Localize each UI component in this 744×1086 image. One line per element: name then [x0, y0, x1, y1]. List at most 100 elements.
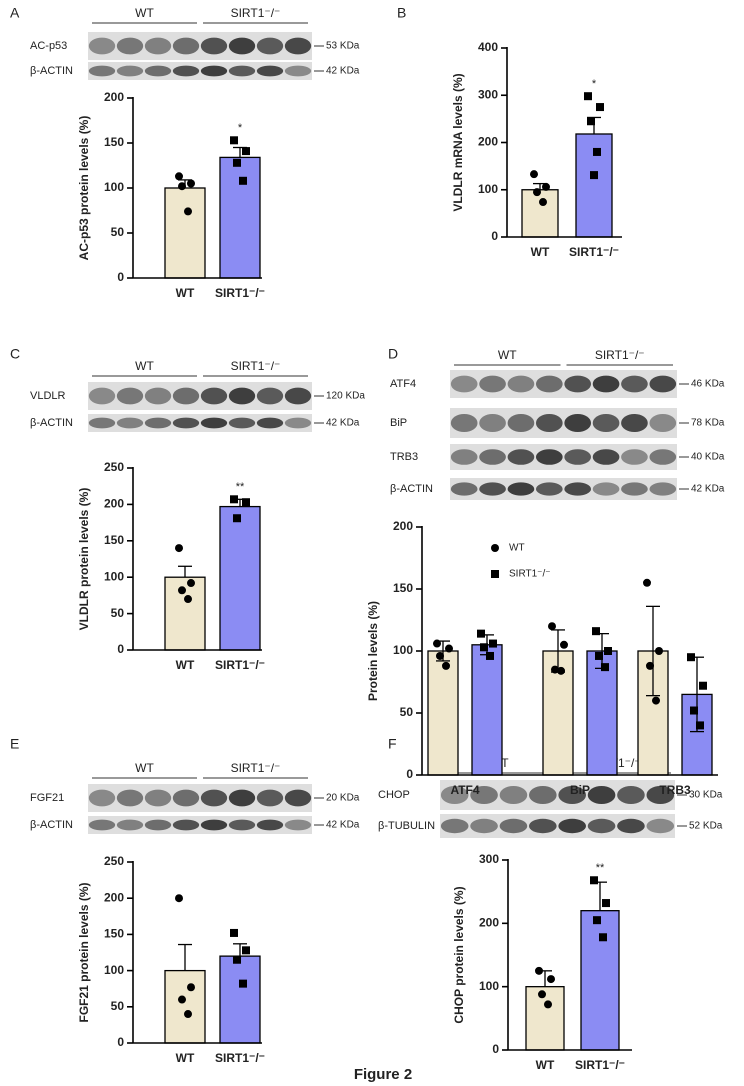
blot-band — [172, 789, 200, 807]
blot-band — [144, 37, 172, 55]
blot-band — [564, 414, 592, 432]
blot-band — [144, 417, 172, 429]
blot-band — [621, 449, 648, 465]
blot-group-label: WT — [135, 761, 154, 775]
blot-row-label: β-ACTIN — [30, 417, 73, 429]
x-tick-label: SIRT1⁻/⁻ — [569, 245, 619, 259]
data-point — [230, 495, 238, 504]
data-point — [596, 103, 604, 112]
blot-band — [617, 818, 645, 834]
bar — [427, 650, 459, 776]
blot-band — [116, 789, 144, 807]
blot-band — [649, 375, 677, 393]
blot-band — [507, 482, 535, 496]
blot-band — [507, 375, 535, 393]
y-tick-label: 200 — [478, 135, 498, 149]
data-point — [184, 1010, 192, 1019]
data-point — [539, 198, 547, 207]
y-tick-label: 400 — [478, 40, 498, 54]
y-tick-label: 50 — [111, 999, 125, 1013]
data-point — [436, 651, 444, 660]
blot-band — [172, 417, 200, 429]
blot-strip — [88, 816, 312, 834]
blot-band — [228, 37, 256, 55]
y-tick-label: 50 — [400, 705, 414, 719]
blot-size-label: 53 KDa — [326, 41, 360, 52]
blot-band — [172, 387, 200, 405]
panel-label: A — [10, 5, 20, 21]
blot-band — [256, 789, 284, 807]
blot-band — [649, 414, 677, 432]
y-tick-label: 100 — [479, 979, 499, 993]
blot-group-label: SIRT1⁻/⁻ — [231, 6, 281, 20]
y-tick-label: 0 — [117, 270, 124, 284]
blot-size-label: 40 KDa — [691, 452, 725, 463]
data-point — [646, 661, 654, 670]
data-point — [655, 647, 663, 655]
data-point — [690, 706, 698, 715]
data-point — [233, 158, 241, 167]
data-point — [489, 639, 497, 648]
data-point — [239, 176, 247, 185]
blot-band — [617, 786, 645, 804]
blot-band — [116, 65, 144, 77]
bar — [164, 969, 206, 1044]
blot-band — [116, 387, 144, 405]
blot-band — [144, 789, 172, 807]
blot-band — [88, 37, 116, 55]
legend-label: SIRT1⁻/⁻ — [509, 569, 551, 580]
data-point — [233, 955, 241, 964]
data-point — [486, 651, 494, 660]
blot-band — [200, 417, 228, 429]
blot-band — [144, 387, 172, 405]
data-point — [491, 570, 499, 578]
blot-band — [228, 819, 256, 831]
blot-band — [116, 37, 144, 55]
blot-size-label: 46 KDa — [691, 379, 725, 390]
figure-title: Figure 2 — [354, 1066, 412, 1083]
data-point — [178, 995, 186, 1004]
x-tick-label: WT — [176, 286, 195, 300]
y-axis-label: VLDLR mRNA levels (%) — [451, 73, 465, 211]
blot-band — [479, 414, 506, 432]
data-point — [533, 188, 541, 197]
blot-band — [621, 482, 648, 496]
data-point — [535, 966, 543, 975]
blot-band — [558, 818, 586, 834]
blot-band — [256, 387, 284, 405]
blot-band — [88, 417, 116, 429]
blot-band — [284, 65, 312, 77]
blot-strip — [450, 478, 677, 500]
blot-band — [228, 789, 256, 807]
data-point — [442, 661, 450, 670]
significance-mark: ** — [596, 862, 605, 874]
y-tick-label: 100 — [104, 180, 124, 194]
blot-band — [284, 37, 312, 55]
blot-band — [284, 387, 312, 405]
data-point — [230, 136, 238, 145]
blot-size-label: 42 KDa — [326, 820, 360, 831]
data-point — [595, 651, 603, 660]
x-tick-label: WT — [176, 1051, 195, 1065]
blot-band — [144, 819, 172, 831]
blot-row-label: β-TUBULIN — [378, 820, 435, 832]
blot-band — [529, 786, 557, 804]
data-point — [187, 179, 195, 188]
significance-mark: * — [238, 122, 243, 134]
significance-mark: * — [592, 78, 597, 90]
panel-label: E — [10, 736, 19, 752]
significance-mark: ** — [236, 481, 245, 493]
y-tick-label: 250 — [104, 460, 124, 474]
y-tick-label: 0 — [492, 1042, 499, 1056]
data-point — [544, 1000, 552, 1009]
blot-band — [470, 786, 498, 804]
blot-band — [592, 449, 620, 465]
data-point — [587, 117, 595, 126]
x-tick-label: SIRT1⁻/⁻ — [575, 1058, 625, 1072]
blot-size-label: 20 KDa — [326, 793, 360, 804]
data-point — [184, 207, 192, 216]
blot-band — [535, 482, 563, 496]
blot-band — [564, 449, 592, 465]
y-tick-label: 50 — [111, 225, 125, 239]
